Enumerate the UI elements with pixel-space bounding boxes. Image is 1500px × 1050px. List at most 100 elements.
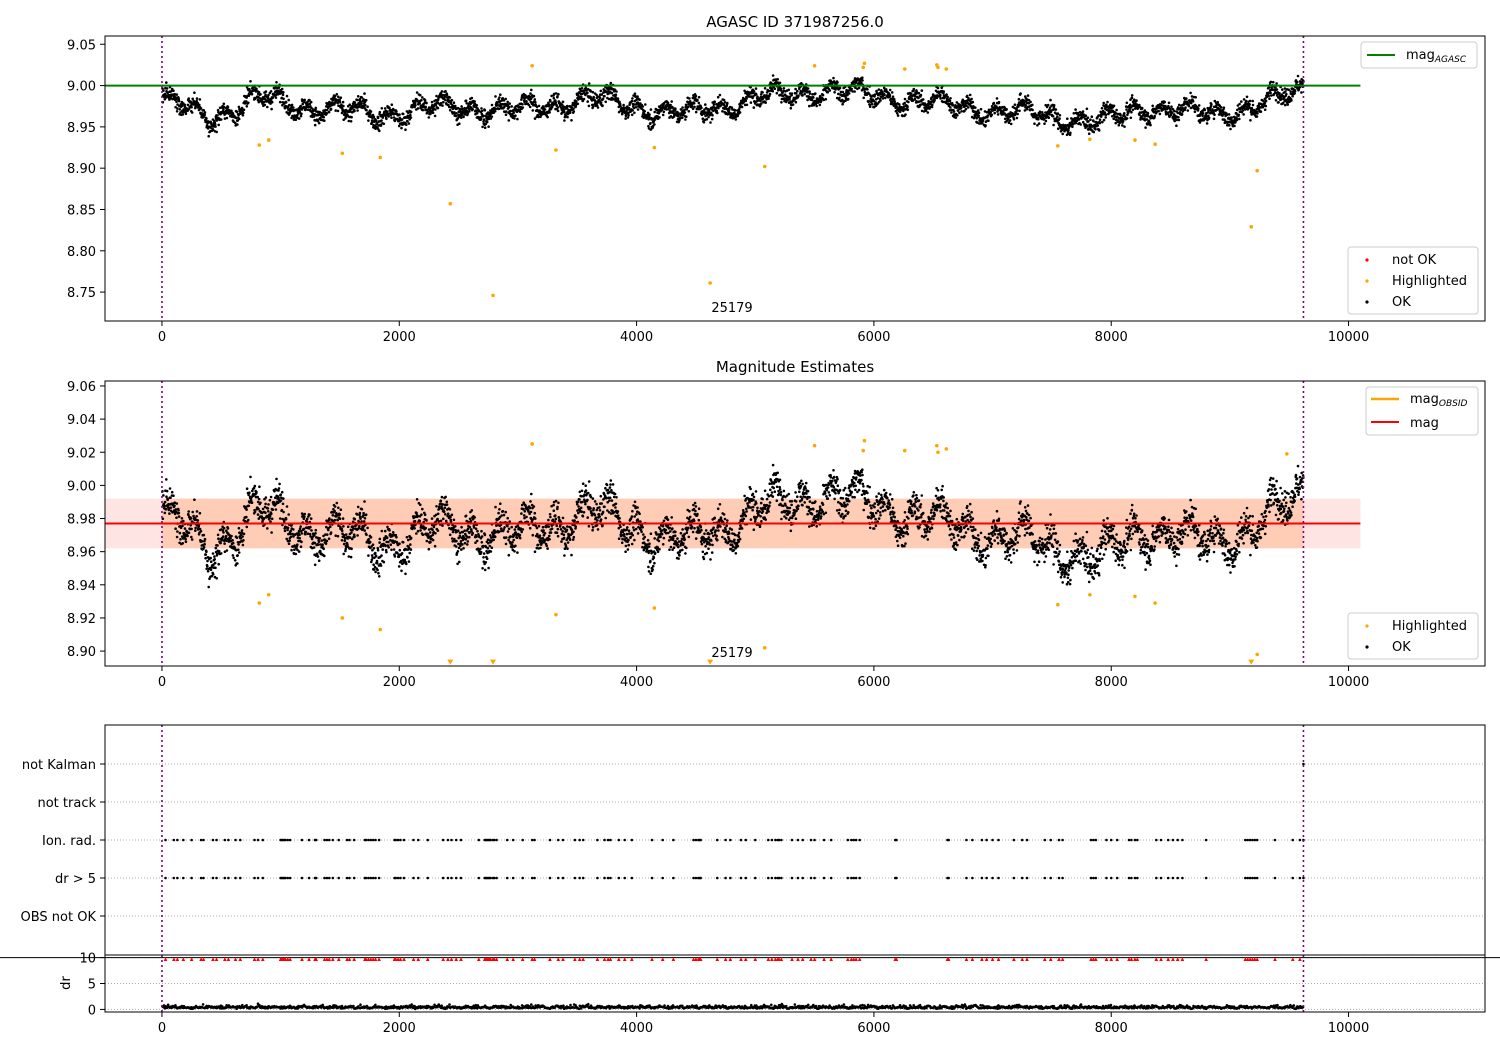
panel2-ok-point (409, 543, 412, 546)
panel1-ytick-label-1: 8.80 (67, 245, 96, 260)
panel2-ok-point (211, 552, 215, 555)
panel1-ok-point (1271, 80, 1275, 84)
panel1-ok-point (222, 107, 225, 111)
panel1-highlighted-point (448, 201, 453, 206)
panel1-ok-point (638, 98, 641, 101)
panel1-ok-point (202, 109, 206, 112)
panel2-ok-point (289, 529, 293, 533)
panel1-ok-point (1300, 91, 1303, 94)
panel1-ok-point (318, 110, 322, 114)
panel2-ok-point (397, 565, 401, 568)
panel1-ok-point (419, 93, 422, 97)
panel2-ok-point (359, 517, 362, 520)
panel2-ok-point (318, 537, 322, 540)
panel1-ok-point (596, 106, 600, 109)
panel1-ok-point (622, 103, 625, 107)
panel1-ok-point (826, 90, 830, 94)
panel1-ok-point (712, 103, 716, 106)
panel1-ok-point (313, 123, 317, 127)
panel1-xtick-label-0: 0 (158, 330, 166, 345)
panel2-ok-point (268, 514, 272, 518)
panel1-ok-point (970, 97, 973, 101)
panel2-ok-point (279, 493, 283, 497)
panel1-ok-point (367, 119, 370, 122)
panel1-ok-point (565, 104, 569, 108)
panel1-ok-point (647, 124, 650, 128)
panel1-ok-point (431, 111, 435, 115)
panel1-ok-point (996, 113, 1000, 116)
panel1-ok-point (550, 94, 553, 98)
panel1-ok-point (907, 100, 910, 104)
panel1-ok-point (358, 98, 362, 101)
panel1-obsid-label: 25179 (711, 301, 752, 316)
panel1-highlighted-point (944, 67, 949, 71)
panel1-ok-point (360, 102, 363, 105)
panel1-ok-point (1081, 110, 1085, 113)
panel1-ok-point (1289, 90, 1292, 93)
panel2-ok-point (184, 537, 187, 541)
panel1-xtick-label-4000: 4000 (620, 330, 653, 345)
panel1-ok-point (1175, 124, 1178, 127)
panel1-ok-point (1275, 82, 1278, 85)
panel2-ok-point (338, 517, 342, 520)
panel2-ok-point (413, 520, 417, 523)
panel1-ok-point (808, 104, 811, 108)
panel1-ok-point (506, 100, 510, 104)
panel1-ok-point (838, 86, 842, 90)
panel1-ok-point (1293, 92, 1296, 95)
panel1-ok-point (718, 93, 722, 97)
panel1-ok-point (462, 115, 465, 119)
panel1-ok-point (416, 107, 420, 110)
panel1-ok-point (338, 100, 342, 104)
panel1-ok-point (274, 96, 278, 99)
panel1-ok-point (516, 117, 519, 121)
panel1-ok-point (1185, 97, 1188, 100)
panel1-ok-point (195, 99, 198, 103)
panel1-ok-point (1044, 119, 1048, 123)
panel1-highlighted-point (1133, 138, 1137, 142)
panel1-ok-point (421, 96, 424, 99)
panel1-ok-point (790, 92, 794, 95)
panel2-ok-point (187, 531, 191, 535)
panel1-ok-point (566, 115, 569, 119)
panel2-ok-point (277, 496, 281, 500)
panel1-ok-point (292, 106, 295, 109)
panel1-ok-point (348, 103, 352, 106)
panel1-ok-point (600, 93, 603, 96)
panel1-ok-point (1278, 92, 1281, 95)
panel1-ok-point (966, 94, 969, 98)
panel1-ok-point (1151, 104, 1154, 108)
panel1-ok-point (475, 109, 478, 113)
panel1-highlighted-point (861, 65, 866, 70)
panel1-ok-point (310, 106, 313, 110)
panel1-ok-point (954, 116, 958, 119)
panel2-ok-point (344, 533, 348, 536)
panel2-ok-point (202, 533, 206, 537)
panel2-ok-point (323, 554, 326, 558)
panel1-ok-point (483, 109, 487, 112)
panel1-ok-point (207, 134, 210, 138)
panel1-ok-point (1085, 107, 1089, 111)
panel1-ok-point (195, 97, 199, 100)
panel1-xtick-label-10000: 10000 (1328, 330, 1369, 345)
panel1-ok-point (1017, 97, 1021, 101)
panel1-ok-point (494, 95, 497, 98)
panel1-ok-point (176, 103, 179, 106)
panel1-ok-point (1121, 119, 1125, 123)
panel1-ok-point (257, 91, 261, 94)
panel1-ok-point (368, 112, 372, 116)
panel2-ok-point (309, 517, 313, 520)
panel1-ok-point (385, 117, 388, 121)
panel1-ok-point (248, 87, 251, 91)
panel1-ok-point (308, 98, 311, 102)
panel1-ok-point (204, 120, 207, 124)
panel1-ok-point (1123, 112, 1126, 115)
panel1-ok-point (1205, 122, 1209, 125)
panel2-ok-point (383, 537, 387, 541)
panel1-ok-point (1269, 94, 1273, 97)
panel1-ok-point (771, 74, 775, 77)
panel1-ok-point (481, 125, 484, 129)
panel1-ok-point (1031, 108, 1034, 112)
panel2-ok-point (236, 554, 239, 557)
panel1-ok-point (990, 113, 994, 117)
